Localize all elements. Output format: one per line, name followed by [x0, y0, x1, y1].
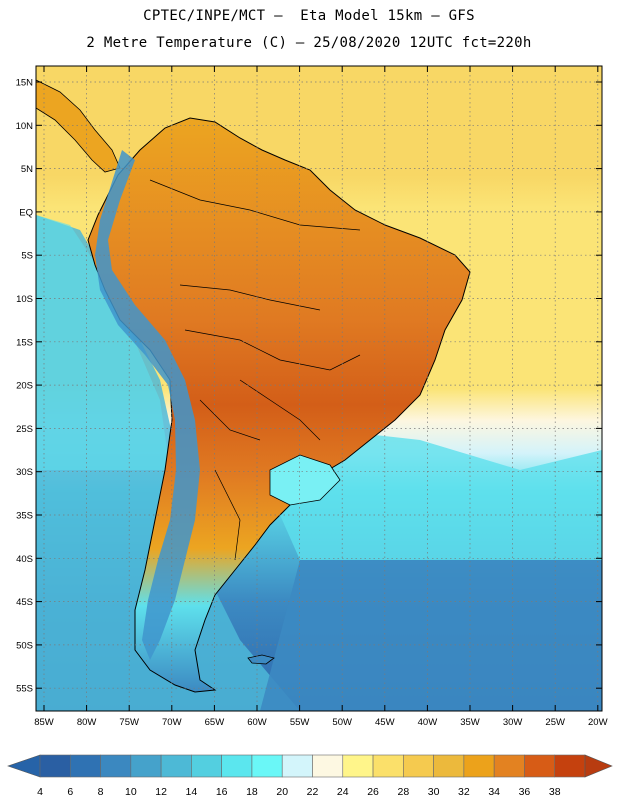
colorbar-label: 24: [337, 786, 349, 798]
lon-label: 35W: [460, 717, 480, 728]
colorbar-label: 38: [549, 786, 561, 798]
colorbar-label: 12: [155, 786, 167, 798]
southeast-cool-patch: [269, 454, 341, 506]
colorbar-swatch: [493, 754, 525, 778]
lat-label: EQ: [19, 207, 33, 218]
lat-label: 30S: [16, 467, 33, 478]
colorbar-label: 10: [125, 786, 137, 798]
lat-label: 55S: [16, 684, 33, 695]
lon-label: 30W: [503, 717, 523, 728]
lat-label: 35S: [16, 511, 33, 522]
colorbar-label: 8: [98, 786, 104, 798]
map-title-line2: 2 Metre Temperature (C) — 25/08/2020 12U…: [86, 35, 532, 51]
lat-label: 15S: [16, 337, 33, 348]
lat-label: 5N: [21, 164, 33, 175]
lon-label: 60W: [247, 717, 267, 728]
lat-label: 10N: [16, 121, 34, 132]
lon-label: 80W: [77, 717, 97, 728]
colorbar-swatch: [403, 754, 434, 778]
colorbar-swatch: [312, 754, 344, 778]
colorbar-label: 36: [519, 786, 531, 798]
lon-label: 70W: [162, 717, 182, 728]
lat-label: 5S: [21, 251, 33, 262]
falkland-islands: [247, 654, 275, 665]
lon-label: 45W: [375, 717, 395, 728]
lat-label: 20S: [16, 381, 33, 392]
colorbar: 4 6 8 10 12 14 16 18 20 22 24 26 28 30 32 34 36 38: [7, 754, 613, 798]
lat-label: 45S: [16, 597, 33, 608]
lat-label: 50S: [16, 640, 33, 651]
colorbar-swatch: [221, 754, 253, 778]
country-borders: [149, 179, 361, 561]
lon-label: 25W: [545, 717, 565, 728]
atlantic-deep-band: [260, 560, 602, 711]
lat-label: 10S: [16, 294, 33, 305]
colorbar-label: 26: [367, 786, 379, 798]
lat-label: 25S: [16, 424, 33, 435]
longitude-axis: 85W 80W 75W 70W 65W 60W 55W 50W 45W 40W 35W 30W 25W 2…: [34, 66, 608, 728]
colorbar-high-arrow: [584, 754, 613, 778]
lon-label: 40W: [418, 717, 438, 728]
latitude-axis: 15N 10N 5N EQ 5S 10S 15S 20S 25S 30S 35S 40S 45S 50S 5…: [16, 78, 602, 695]
colorbar-swatch: [433, 754, 465, 778]
colorbar-swatch: [130, 754, 162, 778]
colorbar-label: 4: [37, 786, 43, 798]
colorbar-swatch: [372, 754, 404, 778]
central-america-land: [36, 79, 121, 173]
lat-label: 40S: [16, 554, 33, 565]
colorbar-swatch: [160, 754, 192, 778]
colorbar-label: 6: [67, 786, 73, 798]
atlantic-cyan-band: [260, 430, 602, 560]
colorbar-swatch: [524, 754, 556, 778]
colorbar-label: 30: [428, 786, 440, 798]
colorbar-label: 18: [246, 786, 258, 798]
colorbar-swatch: [463, 754, 495, 778]
lon-label: 50W: [332, 717, 352, 728]
colorbar-label: 16: [216, 786, 228, 798]
colorbar-swatch: [69, 754, 101, 778]
andes-ridge: [95, 150, 200, 660]
lon-label: 65W: [205, 717, 225, 728]
colorbar-swatch: [281, 754, 313, 778]
colorbar-swatch: [554, 754, 586, 778]
colorbar-low-arrow: [7, 754, 41, 778]
colorbar-swatch: [251, 754, 283, 778]
colorbar-label: 20: [276, 786, 288, 798]
lat-label: 15N: [16, 78, 34, 89]
colorbar-swatch: [100, 754, 132, 778]
temperature-map: 15N 10N 5N EQ 5S 10S 15S 20S 25S 30S 35S 40S 45S 50S 5…: [16, 65, 608, 728]
pacific-cyan-band: [36, 215, 170, 470]
colorbar-label: 28: [397, 786, 409, 798]
colorbar-swatch: [39, 754, 71, 778]
colorbar-label: 22: [307, 786, 319, 798]
map-frame: [35, 65, 603, 712]
colorbar-label: 14: [186, 786, 198, 798]
colorbar-swatch: [342, 754, 374, 778]
map-title-line1: CPTEC/INPE/MCT — Eta Model 15km — GFS: [143, 8, 475, 24]
lon-label: 75W: [119, 717, 139, 728]
colorbar-label: 34: [488, 786, 500, 798]
lon-label: 55W: [290, 717, 310, 728]
lon-label: 20W: [588, 717, 608, 728]
colorbar-label: 32: [458, 786, 470, 798]
colorbar-swatch: [191, 754, 222, 778]
lon-label: 85W: [34, 717, 54, 728]
